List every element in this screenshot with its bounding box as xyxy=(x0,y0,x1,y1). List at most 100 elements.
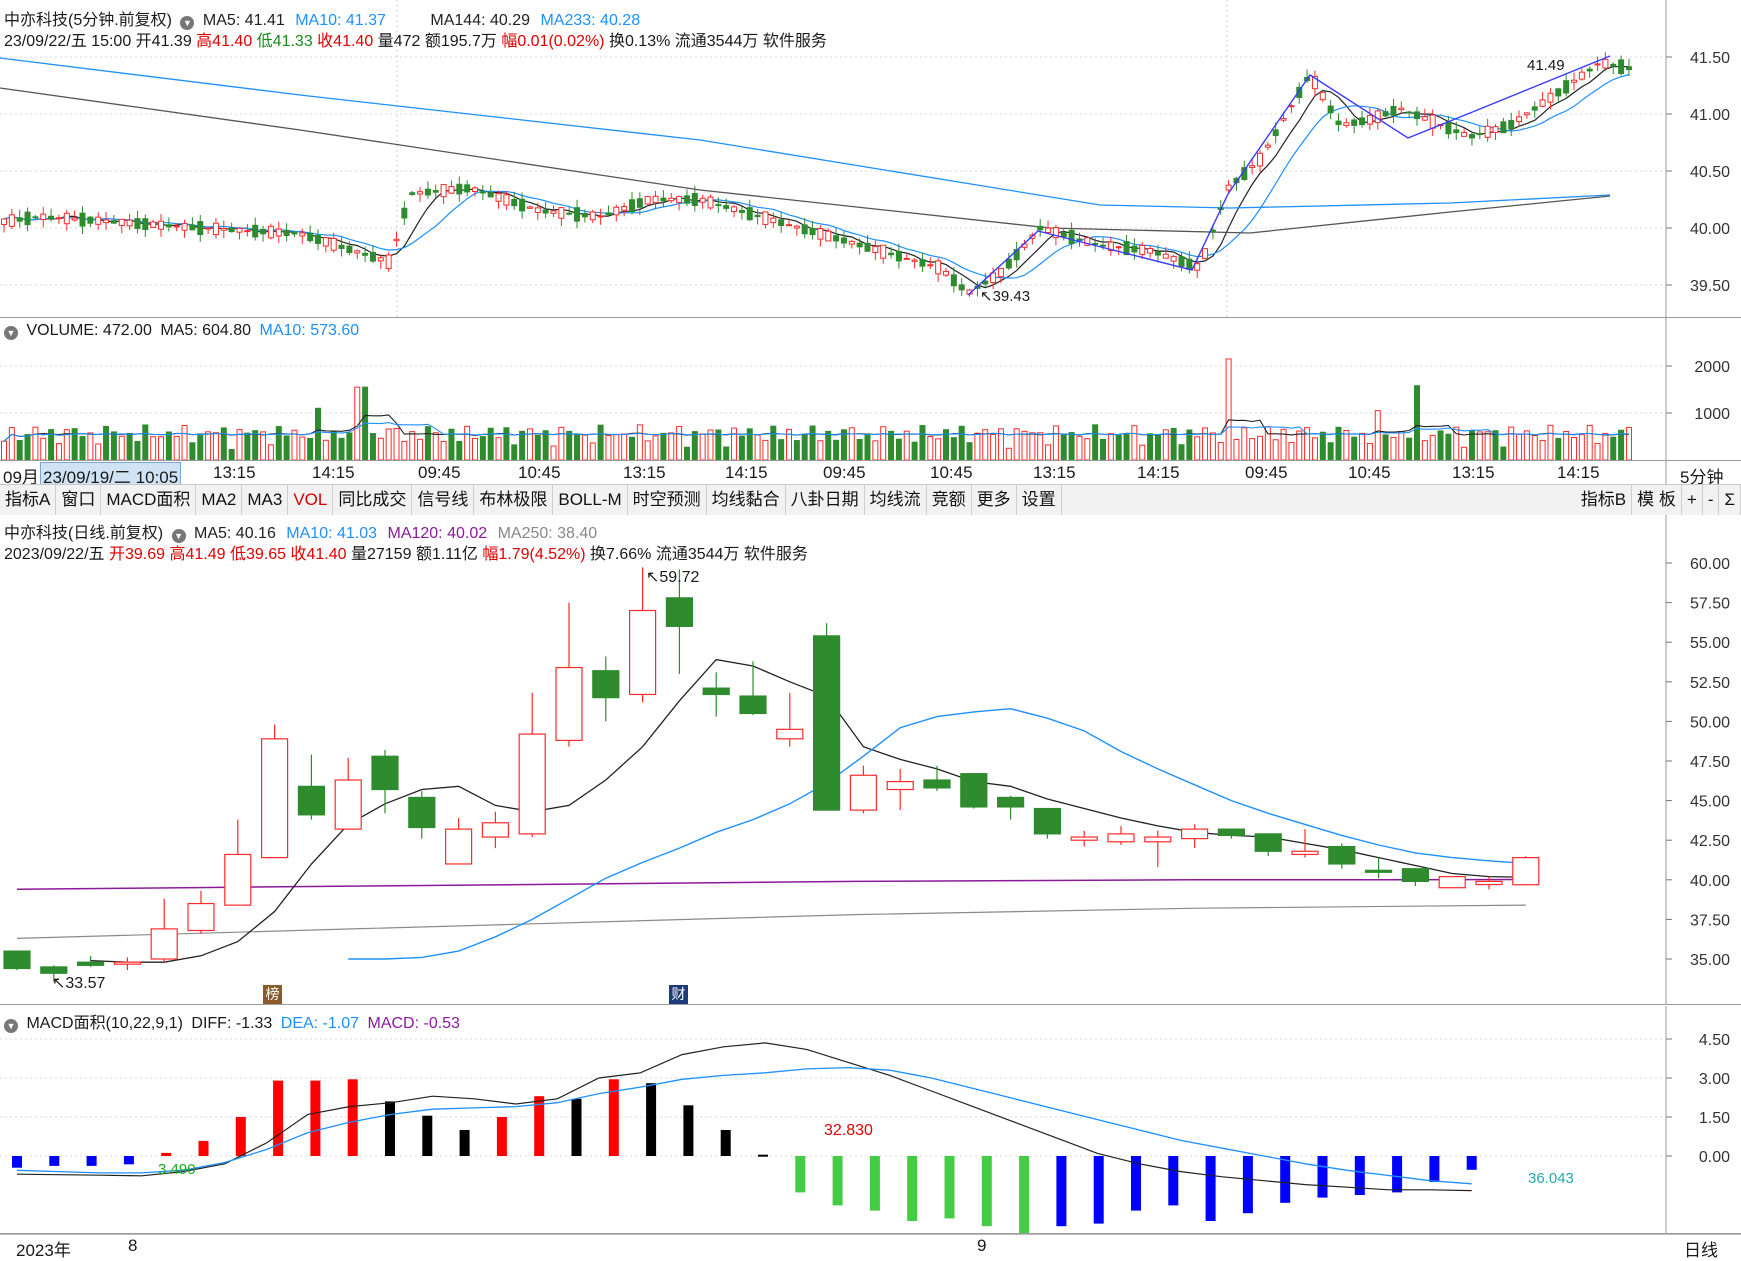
intraday-candle xyxy=(110,214,117,224)
daily-candle[interactable] xyxy=(812,623,841,811)
period-daily-button[interactable]: 日线 xyxy=(1684,1241,1718,1260)
settings-icon[interactable]: ▼ xyxy=(4,326,18,340)
volume-bar xyxy=(267,444,274,461)
macd-bar xyxy=(12,1156,22,1168)
daily-candle[interactable] xyxy=(408,791,436,839)
daily-candle[interactable] xyxy=(1254,833,1282,857)
intraday-candle xyxy=(1461,128,1468,137)
volume-bar xyxy=(542,430,549,461)
daily-candle[interactable] xyxy=(187,890,215,934)
daily-candle[interactable] xyxy=(1512,856,1540,886)
toolbar-right-3[interactable]: - xyxy=(1703,485,1720,515)
daily-candle[interactable] xyxy=(592,656,620,722)
daily-candle[interactable] xyxy=(702,672,730,717)
daily-candle[interactable] xyxy=(113,957,142,971)
daily-candle[interactable] xyxy=(261,724,289,859)
daily-candle[interactable] xyxy=(40,965,68,982)
volume-bar xyxy=(699,433,706,461)
intraday-candle xyxy=(872,240,879,260)
daily-candle[interactable] xyxy=(776,692,804,747)
toolbar-tab-8[interactable]: 布林极限 xyxy=(474,485,554,515)
daily-candle[interactable] xyxy=(1033,807,1062,839)
daily-candle[interactable] xyxy=(923,765,951,792)
daily-candle[interactable] xyxy=(334,757,362,830)
daily-candle[interactable] xyxy=(996,795,1025,820)
volume-bar xyxy=(1076,435,1083,461)
toolbar-tab-6[interactable]: 同比成交 xyxy=(333,485,413,515)
daily-candle[interactable] xyxy=(297,754,325,820)
toolbar-right-2[interactable]: + xyxy=(1682,485,1703,515)
toolbar-tab-0[interactable]: 指标A xyxy=(0,485,57,515)
volume-bar xyxy=(903,430,910,461)
daily-candle[interactable] xyxy=(555,602,583,747)
daily-price-chart[interactable]: 60.00 57.50 55.00 52.50 50.00 47.50 45.00 42.50… xyxy=(0,515,1741,1005)
toolbar-tab-13[interactable]: 均线流 xyxy=(865,485,927,515)
daily-candle[interactable] xyxy=(1438,876,1466,889)
toolbar-tab-7[interactable]: 信号线 xyxy=(412,485,475,515)
daily-candle[interactable] xyxy=(481,811,509,849)
toolbar-tab-14[interactable]: 竞额 xyxy=(927,485,972,515)
finance-badge[interactable]: 财 xyxy=(669,985,688,1004)
daily-candle[interactable] xyxy=(628,567,657,703)
toolbar-tab-12[interactable]: 八卦日期 xyxy=(786,485,865,515)
daily-candle[interactable] xyxy=(1328,843,1356,869)
daily-candle[interactable] xyxy=(1364,857,1393,879)
volume-bar xyxy=(597,424,604,461)
daily-candle[interactable] xyxy=(1291,829,1319,858)
daily-candle[interactable] xyxy=(1070,830,1098,847)
toolbar-tab-2[interactable]: MACD面积 xyxy=(101,485,197,515)
intraday-candle xyxy=(55,214,62,225)
intraday-candle xyxy=(472,186,478,197)
settings-icon[interactable]: ▼ xyxy=(171,529,186,543)
daily-candle[interactable] xyxy=(518,692,546,838)
info-open: 开41.39 xyxy=(135,33,192,50)
settings-icon[interactable]: ▼ xyxy=(4,1019,18,1033)
daily-candle[interactable] xyxy=(1180,824,1209,849)
volume-chart[interactable]: 2000 1000 xyxy=(0,318,1741,484)
intraday-price-chart[interactable]: 41.50 41.00 40.50 40.00 39.50 xyxy=(0,0,1741,318)
daily-candle[interactable] xyxy=(445,818,473,865)
daily-candle[interactable] xyxy=(665,569,694,674)
daily-candle[interactable] xyxy=(1217,828,1246,839)
daily-candle[interactable] xyxy=(224,819,252,906)
period-5min-button[interactable]: 5分钟 xyxy=(1680,468,1724,487)
toolbar-right-1[interactable]: 模 板 xyxy=(1632,485,1682,515)
toolbar-right-0[interactable]: 指标B xyxy=(1576,485,1633,515)
toolbar-tab-16[interactable]: 设置 xyxy=(1017,485,1062,515)
settings-icon[interactable]: ▼ xyxy=(180,16,195,30)
toolbar-tab-15[interactable]: 更多 xyxy=(972,485,1017,515)
toolbar-tab-4[interactable]: MA3 xyxy=(242,485,289,515)
daily-candle[interactable] xyxy=(886,768,914,811)
toolbar-tab-3[interactable]: MA2 xyxy=(196,485,243,515)
daily-candle[interactable] xyxy=(3,950,31,971)
daily-candle[interactable] xyxy=(739,661,767,716)
volume-bar xyxy=(534,434,541,461)
volume-bar xyxy=(1366,442,1373,461)
ranking-badge[interactable]: 榜 xyxy=(263,985,282,1004)
toolbar-tab-1[interactable]: 窗口 xyxy=(56,485,102,515)
daily-candle[interactable] xyxy=(1107,825,1135,845)
toolbar-tab-9[interactable]: BOLL-M xyxy=(553,485,628,515)
daily-candle[interactable] xyxy=(849,765,878,814)
intraday-candle xyxy=(1311,70,1318,97)
intraday-candle xyxy=(424,181,431,199)
volume-ma10: MA10: 573.60 xyxy=(259,322,360,339)
daily-candle[interactable] xyxy=(76,955,105,967)
toolbar-tab-10[interactable]: 时空预测 xyxy=(628,485,707,515)
daily-candle[interactable] xyxy=(150,898,178,963)
daily-price-tick-label: 42.50 xyxy=(1690,833,1730,850)
daily-candle[interactable] xyxy=(371,749,399,814)
macd-chart[interactable]: 4.50 3.00 1.50 0.00 xyxy=(0,1006,1741,1234)
daily-candle[interactable] xyxy=(1475,876,1503,890)
daily-candle[interactable] xyxy=(1401,868,1430,887)
volume-bar xyxy=(770,425,777,461)
time-axis-label: 13:15 xyxy=(1452,463,1495,482)
daily-price-tick-label: 40.00 xyxy=(1690,873,1730,890)
toolbar-tab-11[interactable]: 均线黏合 xyxy=(707,485,786,515)
daily-candle[interactable] xyxy=(960,773,988,809)
daily-candle[interactable] xyxy=(1144,830,1172,868)
toolbar-right-4[interactable]: Σ xyxy=(1719,485,1741,515)
intraday-candle xyxy=(1602,52,1609,72)
toolbar-tab-5[interactable]: VOL xyxy=(288,485,334,515)
volume-bar xyxy=(731,427,738,461)
